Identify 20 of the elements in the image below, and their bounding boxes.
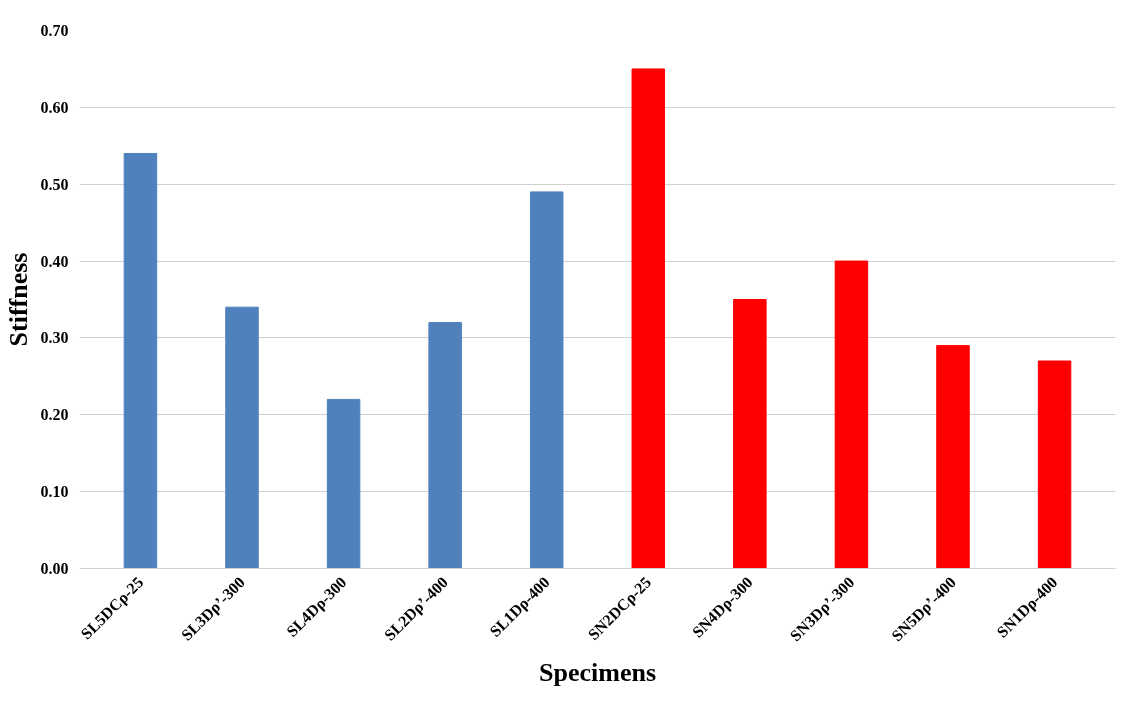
bar bbox=[326, 398, 361, 569]
bar bbox=[834, 260, 869, 569]
y-tick-label: 0.70 bbox=[40, 22, 69, 39]
y-tick-label: 0.40 bbox=[40, 252, 69, 270]
y-tick-label: 0.20 bbox=[40, 406, 69, 424]
bar bbox=[225, 306, 259, 569]
y-tick-label: 0.60 bbox=[40, 98, 69, 116]
bar bbox=[123, 152, 158, 569]
y-tick-label: 0.50 bbox=[40, 175, 69, 193]
y-tick-label: 0.00 bbox=[40, 560, 69, 577]
bar bbox=[631, 68, 666, 569]
bar bbox=[529, 191, 564, 569]
bar bbox=[733, 299, 767, 569]
bar bbox=[936, 345, 970, 569]
bar bbox=[1037, 360, 1072, 569]
y-axis-title: Stiffness bbox=[3, 252, 33, 347]
bar bbox=[428, 322, 462, 569]
x-axis-title: Specimens bbox=[539, 658, 656, 688]
y-tick-label: 0.30 bbox=[40, 329, 69, 347]
y-tick-label: 0.10 bbox=[40, 483, 69, 501]
